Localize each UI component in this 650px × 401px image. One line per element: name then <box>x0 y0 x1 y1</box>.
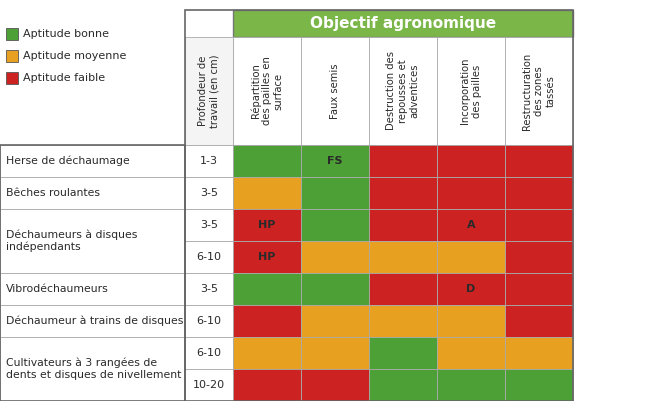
Text: 6-10: 6-10 <box>196 348 222 358</box>
Bar <box>233 10 573 37</box>
Bar <box>369 273 437 305</box>
Bar <box>505 305 573 337</box>
Text: 1-3: 1-3 <box>200 156 218 166</box>
Bar <box>185 209 233 241</box>
Bar <box>505 273 573 305</box>
Text: Incorporation
des pailles: Incorporation des pailles <box>460 58 482 124</box>
Text: FS: FS <box>327 156 343 166</box>
Text: Aptitude faible: Aptitude faible <box>23 73 105 83</box>
Text: Cultivateurs à 3 rangées de
dents et disques de nivellement: Cultivateurs à 3 rangées de dents et dis… <box>6 358 181 380</box>
Bar <box>233 209 301 241</box>
Text: D: D <box>467 284 476 294</box>
Bar <box>505 177 573 209</box>
Text: Vibrodéchaumeurs: Vibrodéchaumeurs <box>6 284 109 294</box>
Text: Déchaumeur à trains de disques: Déchaumeur à trains de disques <box>6 316 183 326</box>
Bar <box>301 37 369 145</box>
Bar <box>301 177 369 209</box>
Bar <box>233 305 301 337</box>
Bar <box>0 273 185 305</box>
Bar <box>505 241 573 273</box>
Text: Profondeur de
travail (en cm): Profondeur de travail (en cm) <box>198 54 220 128</box>
Text: Restructuration
des zones
tassés: Restructuration des zones tassés <box>523 53 556 130</box>
Bar <box>301 209 369 241</box>
Bar <box>301 305 369 337</box>
Bar <box>6 72 18 84</box>
Text: 6-10: 6-10 <box>196 316 222 326</box>
Bar <box>0 145 185 177</box>
Bar <box>233 177 301 209</box>
Bar <box>437 209 505 241</box>
Bar <box>505 37 573 145</box>
Bar <box>369 337 437 369</box>
Bar <box>185 369 233 401</box>
Bar <box>185 305 233 337</box>
Text: Bêches roulantes: Bêches roulantes <box>6 188 100 198</box>
Bar <box>505 209 573 241</box>
Text: 6-10: 6-10 <box>196 252 222 262</box>
Bar <box>0 305 185 337</box>
Bar <box>301 369 369 401</box>
Bar <box>369 369 437 401</box>
Text: 3-5: 3-5 <box>200 284 218 294</box>
Bar <box>369 145 437 177</box>
Bar <box>505 369 573 401</box>
Bar <box>0 337 185 401</box>
Text: Destruction des
repousses et
adventices: Destruction des repousses et adventices <box>386 51 420 130</box>
Bar <box>505 337 573 369</box>
Bar <box>233 337 301 369</box>
Text: A: A <box>467 220 475 230</box>
Bar <box>369 305 437 337</box>
Bar <box>437 337 505 369</box>
Text: HP: HP <box>258 252 276 262</box>
Bar <box>369 241 437 273</box>
Bar <box>437 37 505 145</box>
Bar <box>437 241 505 273</box>
Bar <box>185 145 233 177</box>
Bar <box>505 145 573 177</box>
Bar <box>437 369 505 401</box>
Bar <box>301 337 369 369</box>
Bar <box>437 305 505 337</box>
Text: Répartition
des pailles en
surface: Répartition des pailles en surface <box>250 57 284 126</box>
Bar <box>437 177 505 209</box>
Bar <box>301 241 369 273</box>
Bar <box>6 28 18 40</box>
Bar <box>233 37 301 145</box>
Text: 10-20: 10-20 <box>193 380 225 390</box>
Bar <box>185 337 233 369</box>
Bar <box>233 369 301 401</box>
Bar <box>185 241 233 273</box>
Text: HP: HP <box>258 220 276 230</box>
Bar <box>301 145 369 177</box>
Bar <box>369 177 437 209</box>
Bar <box>301 273 369 305</box>
Bar <box>185 10 573 401</box>
Text: Aptitude moyenne: Aptitude moyenne <box>23 51 126 61</box>
Bar <box>233 273 301 305</box>
Text: Déchaumeurs à disques
indépendants: Déchaumeurs à disques indépendants <box>6 230 137 252</box>
Text: Herse de déchaumage: Herse de déchaumage <box>6 156 130 166</box>
Bar <box>369 209 437 241</box>
Text: Objectif agronomique: Objectif agronomique <box>310 16 496 31</box>
Bar <box>233 145 301 177</box>
Text: 3-5: 3-5 <box>200 220 218 230</box>
Bar <box>233 241 301 273</box>
Bar <box>185 177 233 209</box>
Bar <box>437 145 505 177</box>
Text: Faux semis: Faux semis <box>330 63 340 119</box>
Text: Aptitude bonne: Aptitude bonne <box>23 29 109 39</box>
Bar <box>0 209 185 273</box>
Bar <box>185 37 233 145</box>
Bar <box>369 37 437 145</box>
Bar <box>437 273 505 305</box>
Bar <box>6 50 18 62</box>
Bar <box>0 177 185 209</box>
Bar <box>185 273 233 305</box>
Text: 3-5: 3-5 <box>200 188 218 198</box>
Bar <box>0 145 185 401</box>
